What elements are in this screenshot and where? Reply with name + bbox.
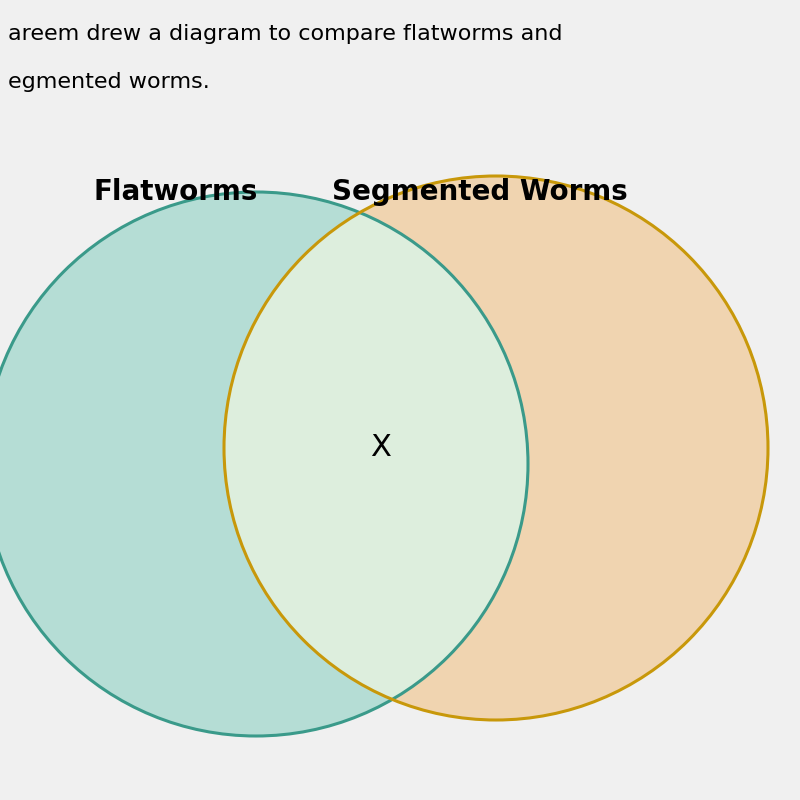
Circle shape	[224, 176, 768, 720]
Text: egmented worms.: egmented worms.	[8, 72, 210, 92]
Text: X: X	[370, 434, 391, 462]
Circle shape	[224, 176, 768, 720]
Text: Flatworms: Flatworms	[94, 178, 258, 206]
Text: areem drew a diagram to compare flatworms and: areem drew a diagram to compare flatworm…	[8, 24, 562, 44]
Text: Segmented Worms: Segmented Worms	[332, 178, 628, 206]
Circle shape	[0, 192, 528, 736]
